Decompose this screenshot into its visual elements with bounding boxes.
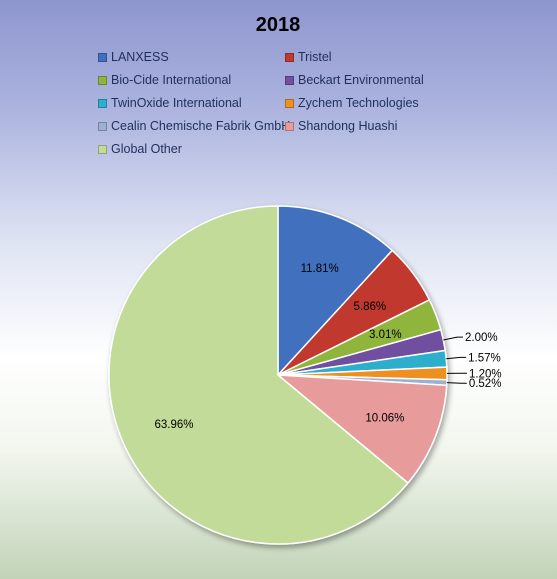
data-label-twinoxide-international: 1.57% — [468, 352, 501, 364]
pie-slice-shandong-huashi — [275, 374, 448, 485]
data-label-lanxess: 11.81% — [301, 263, 339, 275]
data-label-cealin-chemische-fabrik-gmbh: 0.52% — [469, 378, 502, 390]
legend-label: LANXESS — [111, 50, 169, 64]
legend-item-shandong-huashi: Shandong Huashi — [285, 119, 438, 133]
legend-swatch — [98, 144, 107, 154]
legend-label: Cealin Chemische Fabrik GmbH — [111, 119, 291, 133]
legend-item-beckart-environmental: Beckart Environmental — [285, 73, 438, 87]
legend-item-global-other: Global Other — [98, 142, 285, 156]
legend-label: Zychem Technologies — [298, 96, 419, 110]
legend-label: Shandong Huashi — [298, 119, 398, 133]
chart-title: 2018 — [256, 14, 301, 36]
leader-line-twinoxide-international — [446, 356, 467, 360]
legend-swatch — [285, 52, 294, 62]
legend-swatch — [285, 121, 294, 131]
pie-slice-global-other — [108, 205, 410, 545]
legend-swatch — [98, 98, 107, 108]
legend-item-lanxess: LANXESS — [98, 50, 285, 64]
legend-swatch — [285, 75, 294, 85]
legend-item-twinoxide-international: TwinOxide International — [98, 96, 285, 110]
data-label-zychem-technologies: 1.20% — [469, 368, 502, 380]
legend-label: Global Other — [111, 142, 182, 156]
data-label-shandong-huashi: 10.06% — [365, 412, 404, 424]
pie-slice-lanxess — [277, 205, 394, 377]
legend-label: TwinOxide International — [111, 96, 242, 110]
data-label-bio-cide-international: 3.01% — [369, 329, 402, 341]
legend-swatch — [285, 98, 294, 108]
data-label-global-other: 63.96% — [154, 419, 193, 431]
leader-line-cealin-chemische-fabrik-gmbh — [446, 382, 467, 384]
chart-legend: LANXESS Tristel Bio-Cide International Beck… — [98, 50, 438, 156]
data-label-tristel: 5.86% — [354, 301, 387, 313]
legend-item-tristel: Tristel — [285, 50, 438, 64]
legend-item-bio-cide-international: Bio-Cide International — [98, 73, 285, 87]
leader-line-beckart-environmental — [443, 336, 464, 341]
legend-label: Bio-Cide International — [111, 73, 232, 87]
data-label-beckart-environmental: 2.00% — [465, 332, 498, 344]
legend-item-cealin-chemische-fabrik-gmbh: Cealin Chemische Fabrik GmbH — [98, 119, 290, 133]
legend-swatch — [98, 52, 107, 62]
legend-label: Tristel — [298, 50, 332, 64]
legend-swatch — [98, 75, 107, 85]
legend-item-zychem-technologies: Zychem Technologies — [285, 96, 438, 110]
legend-label: Beckart Environmental — [298, 73, 424, 87]
legend-swatch — [98, 121, 107, 131]
